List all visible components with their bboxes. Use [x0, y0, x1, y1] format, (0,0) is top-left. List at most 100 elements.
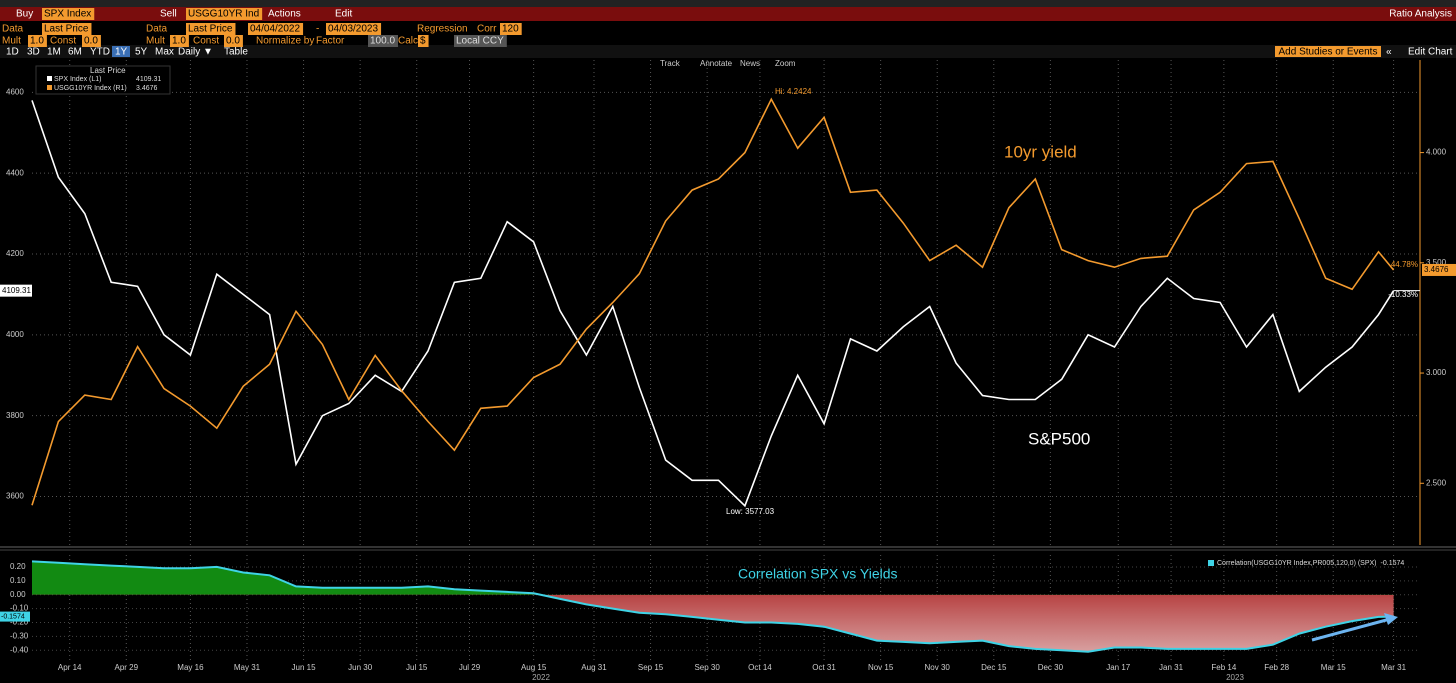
y-tick-label: 3600 [6, 492, 24, 501]
legend-title: Last Price [90, 66, 126, 75]
x-tick-label: Mar 31 [1381, 663, 1406, 672]
toolbar-label: Normalize by [256, 36, 314, 47]
negative-area [540, 594, 1394, 652]
y-tick-label: -0.20 [10, 618, 29, 627]
input-box[interactable] [42, 23, 92, 35]
input-box[interactable] [82, 35, 101, 47]
legend-label: Correlation(USGG10YR Index,PR005,120,0) … [1217, 560, 1377, 567]
toolbar-label: Const [193, 36, 219, 47]
last-value-flag [1422, 263, 1456, 276]
studies-label[interactable]: Add Studies or Events [1279, 47, 1378, 58]
collapse-icon[interactable]: « [1386, 47, 1392, 58]
period-button[interactable]: 3D [27, 47, 40, 58]
x-tick-label: Jul 15 [406, 663, 428, 672]
toolbar-label: Actions [268, 9, 301, 20]
period-button[interactable]: 1M [47, 47, 61, 58]
period-button[interactable]: YTD [90, 47, 110, 58]
toolbar-label: Sell [160, 9, 177, 20]
chart-tool[interactable]: Zoom [775, 59, 796, 68]
input-box[interactable] [454, 35, 507, 47]
status-strip [0, 0, 1456, 7]
legend-value: 4109.31 [136, 76, 161, 83]
studies-button[interactable] [1275, 46, 1381, 57]
y-tick-label: 4000 [6, 330, 24, 339]
toolbar-label: Mult [146, 36, 165, 47]
chart-tool[interactable]: Annotate [700, 59, 733, 68]
edit-chart[interactable]: Edit Chart [1408, 47, 1453, 58]
trend-arrow [1311, 613, 1398, 642]
series-line [31, 560, 1394, 653]
legend-label: SPX Index (L1) [54, 76, 101, 83]
input-value[interactable]: Last Price [188, 24, 233, 35]
input-value[interactable]: SPX Index [44, 9, 91, 20]
y-tick-label: 0.10 [10, 576, 26, 585]
input-box[interactable] [418, 35, 429, 47]
toolbar-label: Const [50, 36, 76, 47]
correlation-annotation: Correlation SPX vs Yields [738, 566, 898, 582]
input-box[interactable] [248, 23, 304, 35]
period-button[interactable]: 6M [68, 47, 82, 58]
input-box[interactable] [326, 23, 382, 35]
x-tick-label: Jan 17 [1106, 663, 1131, 672]
y-tick-label: -0.30 [10, 631, 29, 640]
input-box[interactable] [42, 8, 95, 20]
input-value[interactable]: 100.0 [370, 36, 395, 47]
chart-tool[interactable]: News [740, 59, 760, 68]
legend-value: 3.4676 [136, 85, 158, 92]
y-tick-label: 4400 [6, 168, 24, 177]
input-value[interactable]: Local CCY [456, 36, 504, 47]
period-button[interactable]: 1D [6, 47, 19, 58]
legend-swatch [47, 85, 52, 90]
input-box[interactable] [224, 35, 243, 47]
x-tick-label: Aug 31 [581, 663, 607, 672]
toolbar-label: Mult [2, 36, 21, 47]
period-selected[interactable] [112, 46, 130, 57]
x-tick-label: Dec 30 [1038, 663, 1064, 672]
legend-box [35, 65, 171, 95]
period-button[interactable]: Max [155, 47, 174, 58]
toolbar-label: Buy [16, 9, 33, 20]
input-value[interactable]: $ [420, 36, 426, 47]
chart-tool[interactable]: Track [660, 59, 681, 68]
y2-tick-label: 4.000 [1426, 148, 1447, 157]
input-box[interactable] [500, 23, 522, 35]
y-tick-label: 4200 [6, 249, 24, 258]
y-tick-label: 3800 [6, 411, 24, 420]
x-tick-label: May 31 [234, 663, 261, 672]
input-value[interactable]: USGG10YR Ind [188, 9, 259, 20]
input-box[interactable] [170, 35, 189, 47]
period-button[interactable]: Table [224, 47, 248, 58]
input-box[interactable] [28, 35, 47, 47]
input-value[interactable]: 0.0 [226, 36, 240, 47]
period-button[interactable]: 1Y [115, 47, 128, 58]
x-tick-label: Nov 15 [868, 663, 894, 672]
toolbar-label: Regression [417, 24, 468, 35]
input-value[interactable]: 1.0 [172, 36, 186, 47]
series-line [31, 100, 1395, 508]
command-bar [0, 7, 1456, 21]
y-tick-label: -0.10 [10, 604, 29, 613]
input-value[interactable]: 120 [502, 24, 519, 35]
x-tick-label: Oct 31 [812, 663, 836, 672]
period-button[interactable]: Daily ▼ [178, 47, 213, 58]
input-value[interactable]: Last Price [44, 24, 89, 35]
input-value[interactable]: 04/03/2023 [328, 24, 378, 35]
input-value[interactable]: 04/04/2022 [250, 24, 300, 35]
x-tick-label: Feb 28 [1264, 663, 1289, 672]
period-button[interactable]: 5Y [135, 47, 148, 58]
x-tick-label: Apr 29 [115, 663, 139, 672]
x-tick-label: Aug 15 [521, 663, 547, 672]
input-box[interactable] [186, 23, 236, 35]
period-bar [0, 45, 1456, 58]
x-tick-label: Jun 30 [348, 663, 373, 672]
toolbar-label: Factor [316, 36, 345, 47]
x-tick-label: Sep 30 [694, 663, 720, 672]
input-box[interactable] [186, 8, 263, 20]
input-box[interactable] [368, 35, 399, 47]
x-tick-label: Mar 15 [1321, 663, 1346, 672]
input-value[interactable]: 1.0 [30, 36, 44, 47]
last-value-label: -0.1574 [1, 613, 25, 620]
last-value-label: 4109.31 [2, 286, 31, 295]
input-value[interactable]: 0.0 [84, 36, 98, 47]
positive-area [32, 561, 1394, 595]
